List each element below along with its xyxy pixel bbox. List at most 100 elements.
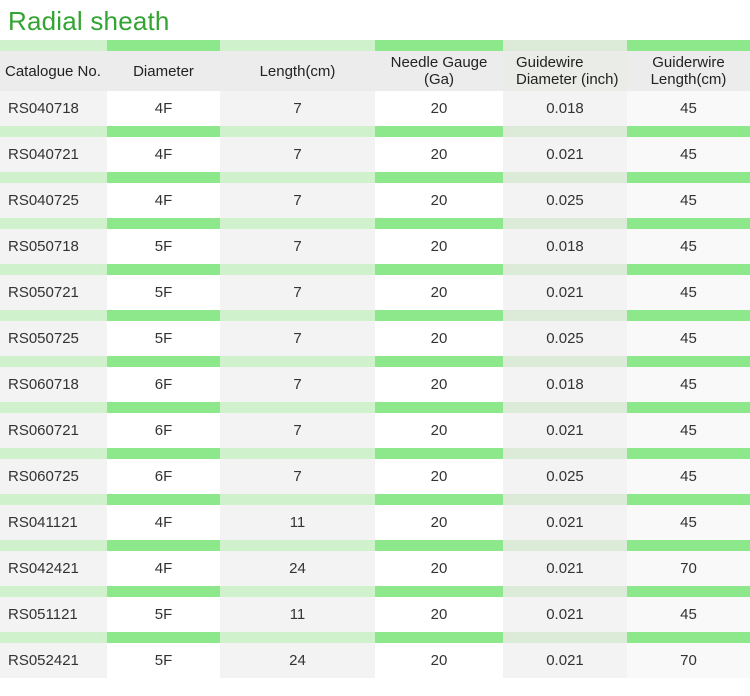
table-cell: 45 <box>627 505 750 540</box>
band-segment <box>220 40 375 51</box>
band-segment <box>107 586 220 597</box>
band-segment <box>503 310 627 321</box>
band-segment <box>375 632 503 643</box>
table-row: RS042421 4F 24 20 0.021 70 <box>0 551 750 586</box>
band-segment <box>220 586 375 597</box>
table-cell: 20 <box>375 597 503 632</box>
table-cell: 7 <box>220 275 375 310</box>
band-segment <box>375 494 503 505</box>
column-header-label: Catalogue No. <box>5 62 101 80</box>
band-segment <box>627 310 750 321</box>
separator-band <box>0 540 750 551</box>
band-segment <box>0 218 107 229</box>
table-cell: RS052421 <box>0 643 107 678</box>
table-cell: 45 <box>627 91 750 126</box>
table-cell: 5F <box>107 229 220 264</box>
table-cell: 5F <box>107 597 220 632</box>
band-segment <box>0 264 107 275</box>
band-segment <box>627 402 750 413</box>
table-cell: 45 <box>627 597 750 632</box>
table-row: RS051121 5F 11 20 0.021 45 <box>0 597 750 632</box>
band-segment <box>503 494 627 505</box>
table-cell: RS060721 <box>0 413 107 448</box>
table-cell: 0.018 <box>503 367 627 402</box>
table-row: RS052421 5F 24 20 0.021 70 <box>0 643 750 678</box>
table-cell: 7 <box>220 137 375 172</box>
band-segment <box>375 356 503 367</box>
table-cell: 20 <box>375 91 503 126</box>
column-header-guiderwire-length: Guiderwire Length(cm) <box>627 51 750 91</box>
table-cell: RS041121 <box>0 505 107 540</box>
band-segment <box>0 310 107 321</box>
table-cell: 0.021 <box>503 505 627 540</box>
table-cell: 24 <box>220 551 375 586</box>
band-segment <box>220 494 375 505</box>
band-segment <box>503 448 627 459</box>
table-cell: 45 <box>627 321 750 356</box>
table-cell: RS050718 <box>0 229 107 264</box>
band-segment <box>220 540 375 551</box>
table-row: RS040718 4F 7 20 0.018 45 <box>0 91 750 126</box>
table-cell: 0.021 <box>503 643 627 678</box>
table-header-row: Catalogue No. Diameter Length(cm) Needle… <box>0 51 750 91</box>
table-cell: 45 <box>627 183 750 218</box>
table-cell: RS060725 <box>0 459 107 494</box>
column-header-length: Length(cm) <box>220 51 375 91</box>
table-cell: RS060718 <box>0 367 107 402</box>
table-cell: 7 <box>220 229 375 264</box>
table-row: RS041121 4F 11 20 0.021 45 <box>0 505 750 540</box>
table-cell: 70 <box>627 643 750 678</box>
table-cell: 7 <box>220 459 375 494</box>
table-row: RS050721 5F 7 20 0.021 45 <box>0 275 750 310</box>
table-cell: 45 <box>627 413 750 448</box>
table-cell: 4F <box>107 183 220 218</box>
table-cell: 5F <box>107 321 220 356</box>
band-segment <box>107 448 220 459</box>
table-cell: 5F <box>107 643 220 678</box>
table-cell: 70 <box>627 551 750 586</box>
table-cell: 7 <box>220 413 375 448</box>
separator-band <box>0 494 750 505</box>
table-cell: 0.021 <box>503 597 627 632</box>
band-segment <box>375 218 503 229</box>
table-cell: 7 <box>220 367 375 402</box>
table-row: RS040725 4F 7 20 0.025 45 <box>0 183 750 218</box>
band-segment <box>627 540 750 551</box>
band-segment <box>107 310 220 321</box>
column-header-label: (Ga) <box>424 71 454 88</box>
table-cell: 24 <box>220 643 375 678</box>
table-cell: 7 <box>220 321 375 356</box>
table-cell: 45 <box>627 229 750 264</box>
table-cell: 4F <box>107 137 220 172</box>
band-segment <box>0 172 107 183</box>
table-cell: 20 <box>375 321 503 356</box>
band-segment <box>0 126 107 137</box>
band-segment <box>627 126 750 137</box>
table-cell: 45 <box>627 367 750 402</box>
table-cell: 5F <box>107 275 220 310</box>
table-body: RS040718 4F 7 20 0.018 45 RS040721 4F 7 20 0.021 45… <box>0 91 750 678</box>
table-cell: RS040725 <box>0 183 107 218</box>
table-cell: 6F <box>107 459 220 494</box>
band-segment <box>220 310 375 321</box>
table-row: RS050718 5F 7 20 0.018 45 <box>0 229 750 264</box>
separator-band <box>0 448 750 459</box>
table-cell: RS051121 <box>0 597 107 632</box>
separator-band <box>0 586 750 597</box>
band-segment <box>107 540 220 551</box>
table-cell: 4F <box>107 551 220 586</box>
table-cell: 0.021 <box>503 413 627 448</box>
band-segment <box>503 402 627 413</box>
band-segment <box>107 356 220 367</box>
band-segment <box>627 494 750 505</box>
product-spec-table: Catalogue No. Diameter Length(cm) Needle… <box>0 40 750 678</box>
table-cell: 45 <box>627 275 750 310</box>
band-segment <box>627 448 750 459</box>
band-segment <box>503 540 627 551</box>
band-segment <box>375 172 503 183</box>
band-segment <box>107 264 220 275</box>
column-header-label: Needle Gauge <box>390 54 488 71</box>
band-segment <box>0 632 107 643</box>
band-segment <box>107 218 220 229</box>
band-segment <box>375 310 503 321</box>
